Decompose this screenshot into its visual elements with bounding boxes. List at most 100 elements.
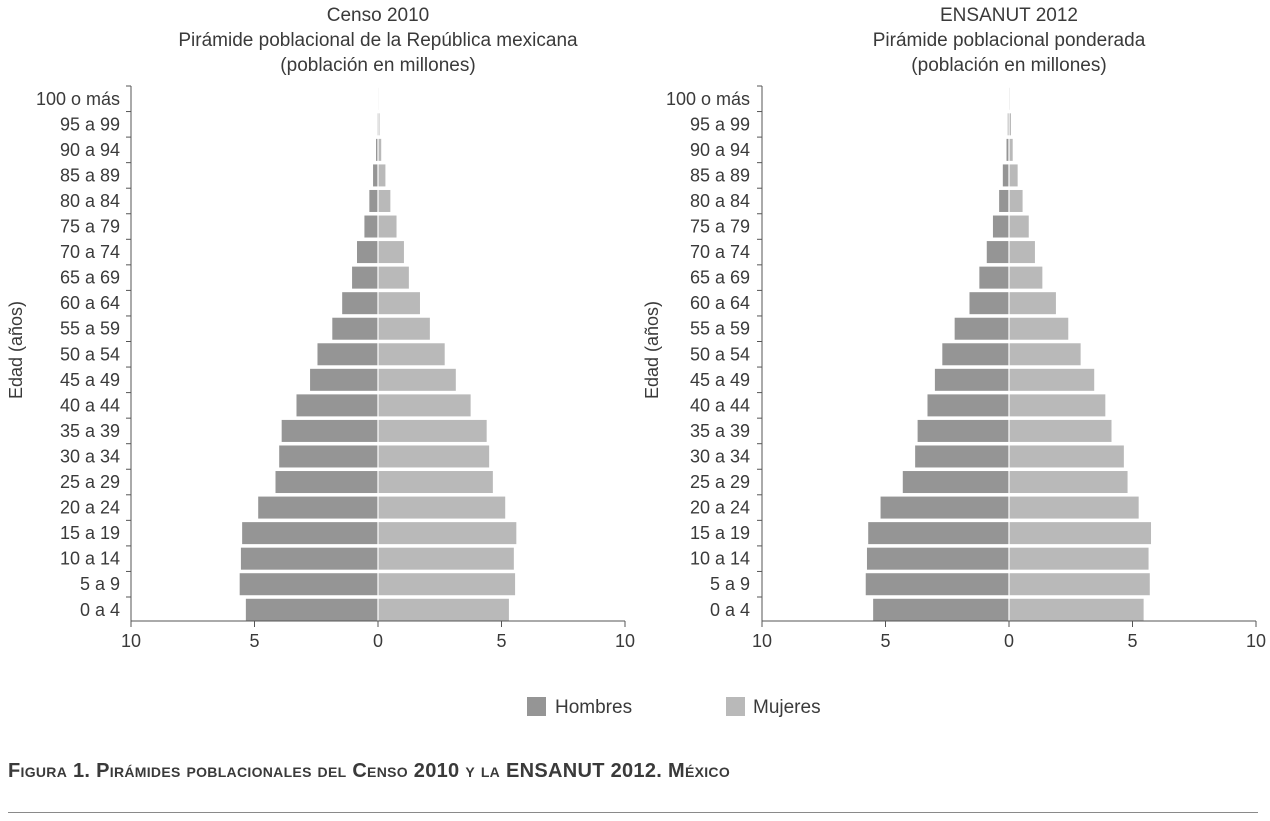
chart-2-age-label: 85 a 89: [690, 165, 750, 185]
chart-1-x-tick-label: 5: [496, 631, 506, 651]
chart-2-bar-hombres: [868, 522, 1009, 545]
legend-swatch-hombres: [527, 697, 546, 716]
chart-1-bar-hombres: [342, 292, 378, 315]
chart-1-title-line-2: Pirámide poblacional de la República mex…: [178, 30, 578, 51]
chart-1-bar-mujeres: [378, 189, 391, 212]
chart-2-title-line-3: (población en millones): [911, 55, 1106, 76]
chart-2-bar-hombres: [865, 573, 1009, 596]
chart-2-age-label: 70 a 74: [690, 242, 750, 262]
chart-1-bar-hombres: [275, 471, 378, 494]
chart-1-bar-hombres: [258, 496, 378, 519]
chart-2-age-label: 35 a 39: [690, 421, 750, 441]
chart-1-x-tick-label: 5: [249, 631, 259, 651]
chart-2-bar-hombres: [986, 241, 1009, 264]
chart-2-bar-hombres: [917, 419, 1009, 442]
chart-2-age-label: 15 a 19: [690, 523, 750, 543]
chart-2-bar-mujeres: [1009, 113, 1011, 136]
legend-swatch-mujeres: [726, 697, 745, 716]
chart-2-age-label: 100 o más: [666, 89, 750, 109]
chart-2-x-tick-label: 0: [1004, 631, 1014, 651]
chart-1-age-label: 85 a 89: [60, 165, 120, 185]
chart-2-bar-mujeres: [1009, 292, 1056, 315]
chart-2-age-label: 90 a 94: [690, 140, 750, 160]
chart-1-x-tick-label: 10: [121, 631, 141, 651]
chart-2-bar-hombres: [880, 496, 1009, 519]
chart-1-bar-mujeres: [378, 343, 445, 366]
figure-caption: Figura 1. Pirámides poblacionales del Ce…: [8, 760, 731, 782]
chart-1-age-label: 100 o más: [36, 89, 120, 109]
chart-2-bar-mujeres: [1009, 419, 1112, 442]
chart-2-bar-mujeres: [1009, 445, 1124, 468]
chart-2-bar-mujeres: [1009, 189, 1023, 212]
chart-1-bar-mujeres: [378, 292, 420, 315]
chart-1-age-label: 20 a 24: [60, 498, 120, 518]
chart-2-bar-mujeres: [1009, 394, 1106, 417]
chart-2-bar-mujeres: [1009, 368, 1095, 391]
chart-1-bar-hombres: [281, 419, 378, 442]
chart-1-bar-hombres: [310, 368, 378, 391]
chart-2-bar-mujeres: [1009, 471, 1128, 494]
chart-1-bar-hombres: [245, 598, 378, 621]
chart-2-age-label: 50 a 54: [690, 344, 750, 364]
chart-2-age-label: 40 a 44: [690, 395, 750, 415]
chart-1-bar-mujeres: [378, 496, 506, 519]
chart-1-bar-mujeres: [378, 573, 516, 596]
chart-2-age-label: 80 a 84: [690, 191, 750, 211]
chart-2-age-label: 45 a 49: [690, 370, 750, 390]
chart-2-age-label: 20 a 24: [690, 498, 750, 518]
chart-2-bar-hombres: [992, 215, 1009, 238]
chart-2-age-label: 5 a 9: [710, 574, 750, 594]
chart-2-bar-mujeres: [1009, 343, 1081, 366]
chart-2-bar-mujeres: [1009, 317, 1069, 340]
chart-1-bar-mujeres: [378, 138, 382, 161]
chart-1-bar-hombres: [239, 573, 378, 596]
chart-1-age-label: 50 a 54: [60, 344, 120, 364]
chart-1-bar-mujeres: [378, 394, 471, 417]
chart-1-bar-hombres: [296, 394, 378, 417]
chart-2-age-label: 75 a 79: [690, 217, 750, 237]
chart-2-bar-mujeres: [1009, 547, 1149, 570]
chart-2-bar-hombres: [866, 547, 1009, 570]
chart-1-bar-hombres: [279, 445, 378, 468]
chart-1-bar-hombres: [352, 266, 378, 289]
chart-1-bar-mujeres: [378, 241, 404, 264]
chart-2-bar-mujeres: [1009, 215, 1029, 238]
chart-1-bar-mujeres: [378, 317, 430, 340]
chart-1-bar-mujeres: [378, 266, 409, 289]
legend-label-hombres: Hombres: [555, 697, 632, 718]
chart-1-bar-mujeres: [378, 419, 487, 442]
chart-2-bar-hombres: [999, 189, 1009, 212]
chart-2-bar-hombres: [979, 266, 1009, 289]
chart-2-age-label: 60 a 64: [690, 293, 750, 313]
chart-1-bar-mujeres: [378, 368, 456, 391]
chart-1-bar-mujeres: [378, 445, 490, 468]
chart-1-bar-mujeres: [378, 164, 386, 187]
chart-1-bar-hombres: [364, 215, 378, 238]
chart-2-age-label: 25 a 29: [690, 472, 750, 492]
chart-1-bar-mujeres: [378, 113, 380, 136]
chart-2-x-tick-label: 5: [880, 631, 890, 651]
chart-2-title-line-2: Pirámide poblacional ponderada: [873, 30, 1146, 51]
chart-1-age-label: 75 a 79: [60, 217, 120, 237]
chart-1-age-label: 15 a 19: [60, 523, 120, 543]
chart-2-bar-hombres: [915, 445, 1009, 468]
chart-2-x-tick-label: 10: [752, 631, 772, 651]
chart-1-title-line-3: (población en millones): [280, 55, 475, 76]
chart-2-bar-hombres: [1007, 113, 1009, 136]
chart-1-age-label: 30 a 34: [60, 446, 120, 466]
chart-1-bar-hombres: [240, 547, 378, 570]
chart-2-age-label: 10 a 14: [690, 549, 750, 569]
chart-2-age-label: 95 a 99: [690, 114, 750, 134]
chart-1-bar-hombres: [373, 164, 378, 187]
chart-1-title-line-1: Censo 2010: [327, 5, 429, 26]
chart-1-bar-hombres: [317, 343, 378, 366]
chart-1-age-label: 5 a 9: [80, 574, 120, 594]
chart-1-age-label: 45 a 49: [60, 370, 120, 390]
chart-1-age-label: 65 a 69: [60, 268, 120, 288]
chart-1-age-label: 80 a 84: [60, 191, 120, 211]
chart-1-bar-hombres: [242, 522, 378, 545]
chart-2-bar-mujeres: [1009, 573, 1150, 596]
chart-2-bar-hombres: [927, 394, 1009, 417]
chart-1-age-label: 0 a 4: [80, 600, 120, 620]
